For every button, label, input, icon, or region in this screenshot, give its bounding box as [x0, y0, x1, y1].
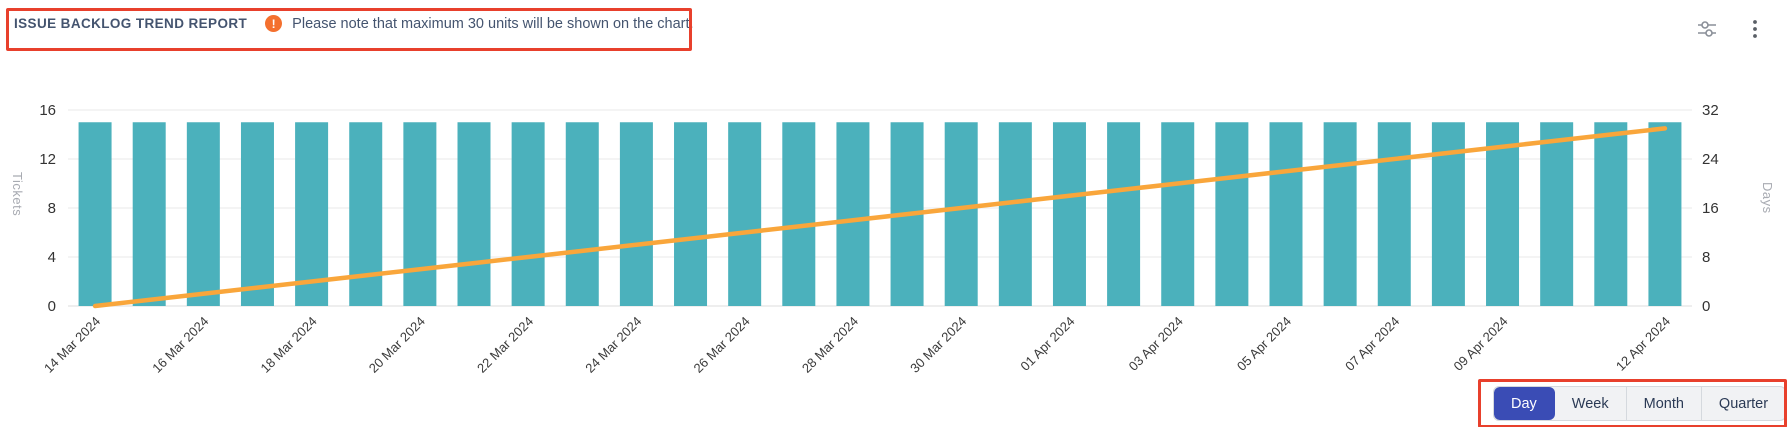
- x-axis-date-label: 24 Mar 2024: [582, 314, 644, 376]
- ticket-bar[interactable]: [1377, 122, 1411, 306]
- ticket-bar[interactable]: [674, 122, 708, 306]
- ticket-bar[interactable]: [1107, 122, 1141, 306]
- ticket-bar[interactable]: [1161, 122, 1195, 306]
- y-right-tick-label: 0: [1702, 298, 1710, 315]
- ticket-bar[interactable]: [1323, 122, 1357, 306]
- ticket-bar[interactable]: [186, 122, 220, 306]
- days-trend-line: [92, 126, 1668, 309]
- y-right-tick-label: 16: [1702, 200, 1719, 217]
- ticket-bar[interactable]: [1540, 122, 1574, 306]
- y-left-tick-label: 12: [39, 151, 56, 168]
- x-axis-date-label: 30 Mar 2024: [907, 314, 969, 376]
- exclamation-circle-icon: !: [265, 15, 283, 32]
- x-axis-date-label: 22 Mar 2024: [474, 314, 536, 376]
- ticket-bar[interactable]: [1648, 122, 1682, 306]
- x-axis-date-label: 09 Apr 2024: [1450, 314, 1510, 374]
- ticket-bar[interactable]: [132, 122, 166, 306]
- y-right-tick-label: 8: [1702, 249, 1710, 266]
- y-axis-label-days: Days: [1760, 182, 1775, 214]
- y-axis-label-tickets: Tickets: [10, 172, 25, 217]
- y-left-tick-label: 16: [39, 102, 56, 119]
- x-axis-date-label: 20 Mar 2024: [366, 314, 428, 376]
- ticket-bar[interactable]: [1215, 122, 1249, 306]
- ticket-bar[interactable]: [403, 122, 437, 306]
- ticket-bar[interactable]: [836, 122, 870, 306]
- period-button-week[interactable]: Week: [1555, 387, 1627, 420]
- ticket-bar[interactable]: [944, 122, 978, 306]
- ticket-bar[interactable]: [295, 122, 329, 306]
- x-axis-date-label: 07 Apr 2024: [1342, 314, 1402, 374]
- ticket-bar[interactable]: [782, 122, 816, 306]
- ticket-bar[interactable]: [240, 122, 274, 306]
- report-title: ISSUE BACKLOG TREND REPORT: [14, 16, 248, 31]
- y-left-tick-label: 0: [48, 298, 56, 315]
- ticket-bar[interactable]: [728, 122, 762, 306]
- ticket-bar[interactable]: [1052, 122, 1086, 306]
- ticket-bar[interactable]: [1269, 122, 1303, 306]
- y-left-tick-label: 8: [48, 200, 56, 217]
- x-axis-date-label: 26 Mar 2024: [691, 314, 753, 376]
- chart-toolbar: [1694, 16, 1768, 42]
- x-axis-date-label: 01 Apr 2024: [1017, 314, 1077, 374]
- max-units-note: Please note that maximum 30 units will b…: [292, 15, 694, 32]
- kebab-menu-icon[interactable]: [1742, 16, 1768, 42]
- y-left-tick-label: 4: [48, 249, 56, 266]
- period-button-month[interactable]: Month: [1627, 387, 1702, 420]
- x-axis-date-label: 05 Apr 2024: [1234, 314, 1294, 374]
- x-axis-date-label: 18 Mar 2024: [257, 314, 319, 376]
- x-axis-date-label: 14 Mar 2024: [41, 314, 103, 376]
- ticket-bar[interactable]: [78, 122, 112, 306]
- period-button-quarter[interactable]: Quarter: [1702, 387, 1785, 420]
- x-axis-date-label: 28 Mar 2024: [799, 314, 861, 376]
- ticket-bar[interactable]: [1486, 122, 1520, 306]
- ticket-bar[interactable]: [457, 122, 491, 306]
- x-axis-date-label: 12 Apr 2024: [1613, 314, 1673, 374]
- period-button-day[interactable]: Day: [1494, 387, 1555, 420]
- period-switcher: Day Week Month Quarter: [1493, 386, 1787, 421]
- y-right-tick-label: 32: [1702, 102, 1719, 119]
- ticket-bar[interactable]: [511, 122, 545, 306]
- ticket-bar[interactable]: [565, 122, 599, 306]
- x-axis-date-label: 16 Mar 2024: [149, 314, 211, 376]
- report-header: ISSUE BACKLOG TREND REPORT ! Please note…: [14, 15, 694, 32]
- ticket-bar[interactable]: [619, 122, 653, 306]
- ticket-bar[interactable]: [1594, 122, 1628, 306]
- filter-sliders-icon[interactable]: [1694, 16, 1720, 42]
- y-right-tick-label: 24: [1702, 151, 1719, 168]
- x-axis-date-label: 03 Apr 2024: [1126, 314, 1186, 374]
- ticket-bar[interactable]: [998, 122, 1032, 306]
